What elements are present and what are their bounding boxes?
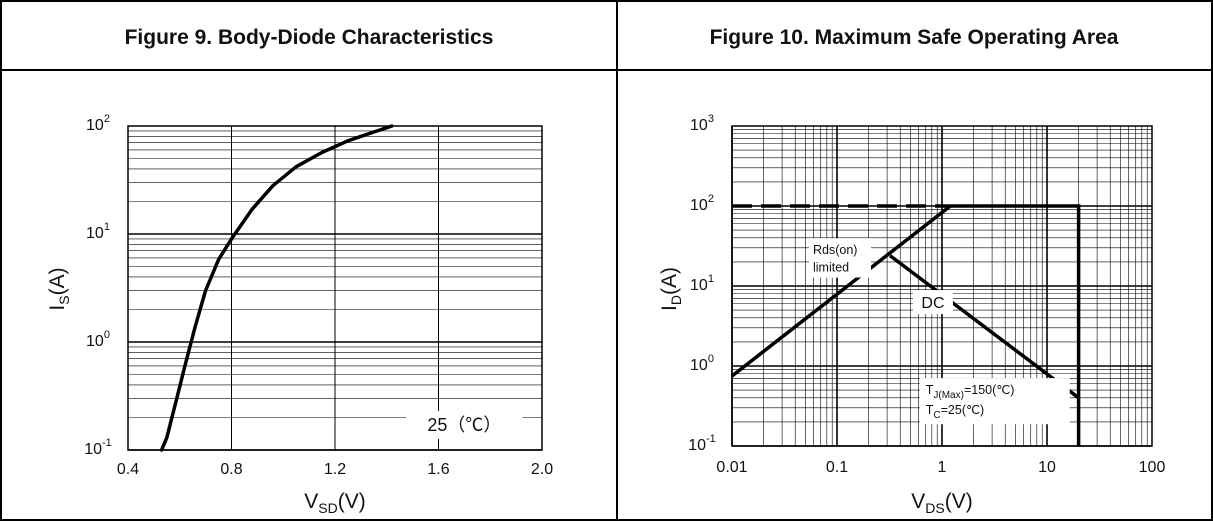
figure-9-x-tick-label: 2.0	[531, 461, 553, 478]
rds-on-label: Rds(on)	[813, 243, 857, 257]
dc-label: DC	[921, 295, 944, 312]
figure-10-soa-line-2	[950, 204, 1081, 446]
figure-10-y-tick-label: 101	[690, 273, 714, 294]
figure-10-annotations: Rds(on) limited DC TJ(Max)=150(℃) TC=25(…	[809, 238, 1070, 425]
figure-10-y-tick-label: 100	[690, 353, 714, 374]
conditions-label-background	[919, 378, 1070, 425]
figure-9-chart: 25（℃） 0.4 0.8 1.2 1.6 2.0 10-1 100 101 102 VSD(…	[46, 113, 553, 516]
figure-10-series-group	[730, 204, 1081, 446]
figure-9-x-tick-label: 0.8	[220, 461, 242, 478]
figure-10-grid	[731, 125, 1153, 447]
dc-label-background	[912, 290, 953, 315]
figure-9-x-tick-labels: 0.4 0.8 1.2 1.6 2.0	[117, 461, 553, 478]
figure-10-x-tick-label: 0.1	[826, 459, 848, 476]
figure-10-soa-line-4	[888, 254, 1080, 400]
figure-9-x-tick-label: 0.4	[117, 461, 139, 478]
figure-10-y-tick-labels: 10-1 100 101 102 103	[688, 113, 716, 454]
figure-10-x-tick-label: 100	[1139, 459, 1166, 476]
figure-10-y-tick-label: 10-1	[688, 433, 716, 454]
figure-9-y-tick-label: 100	[86, 329, 110, 350]
figure-10-title: Figure 10. Maximum Safe Operating Area	[710, 26, 1119, 49]
figure-10-x-tick-label: 10	[1038, 459, 1056, 476]
figure-9-y-tick-label: 102	[86, 113, 110, 134]
figure-10-y-tick-label: 102	[690, 193, 714, 214]
figure-9-y-tick-label: 101	[86, 221, 110, 242]
figure-9-grid	[127, 125, 543, 451]
figure-9-diode-curve	[159, 124, 394, 452]
tc-label: TC=25(℃)	[926, 403, 984, 421]
figure-10-x-tick-labels: 0.01 0.1 1 10 100	[716, 459, 1165, 476]
figure-10-y-tick-label: 103	[690, 113, 714, 134]
rds-limited-label: limited	[813, 261, 849, 275]
figure-9-x-tick-label: 1.2	[324, 461, 346, 478]
figure-9-y-tick-label: 10-1	[84, 437, 112, 458]
figure-9-temperature-annotation: 25（℃）	[427, 415, 501, 435]
tj-max-label: TJ(Max)=150(℃)	[926, 383, 1015, 401]
figure-10-x-tick-label: 0.01	[716, 459, 747, 476]
figure-9-x-tick-label: 1.6	[427, 461, 449, 478]
figure-9-annotation-background	[406, 410, 523, 439]
figure-9-y-axis-label: IS(A)	[46, 267, 72, 310]
figure-9-x-axis-label: VSD(V)	[304, 490, 365, 516]
figure-9-title: Figure 9. Body-Diode Characteristics	[125, 26, 494, 49]
figure-9-y-tick-labels: 10-1 100 101 102	[84, 113, 112, 458]
figure-9-series-group	[159, 124, 394, 452]
rds-label-background	[809, 238, 871, 278]
figure-10-y-axis-label: ID(A)	[658, 267, 684, 311]
figure-10-soa-line-1	[730, 204, 952, 378]
figure-10-x-axis-label: VDS(V)	[911, 490, 972, 516]
figure-10-chart: Rds(on) limited DC TJ(Max)=150(℃) TC=25(…	[658, 113, 1165, 516]
figure-10-x-tick-label: 1	[938, 459, 947, 476]
